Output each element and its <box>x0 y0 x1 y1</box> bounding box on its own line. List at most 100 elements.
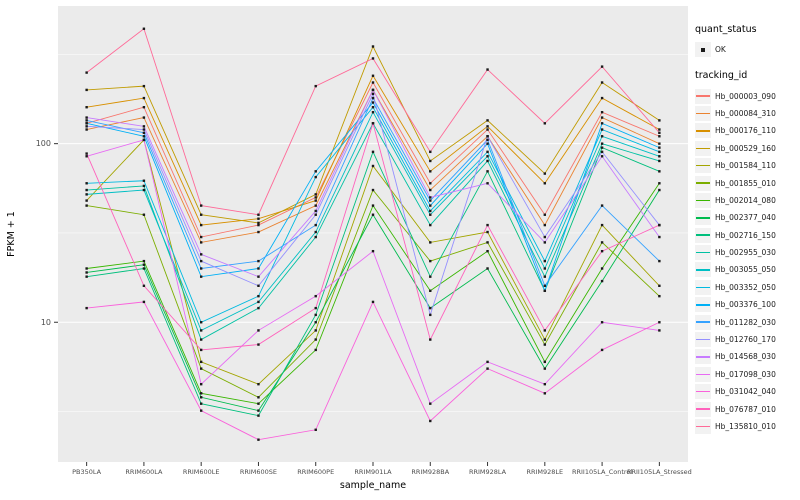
data-point <box>257 275 260 278</box>
legend-label: Hb_017098_030 <box>715 369 776 379</box>
data-point <box>371 249 375 253</box>
data-point <box>142 188 146 192</box>
data-point <box>543 241 547 244</box>
data-point <box>600 279 604 283</box>
legend-block-quant-status: quant_status OK <box>695 24 799 58</box>
line-glyph-icon <box>696 95 710 97</box>
line-glyph-icon <box>696 199 710 202</box>
data-point <box>486 68 489 71</box>
data-point <box>257 284 260 287</box>
line-key-icon <box>695 332 711 348</box>
data-point <box>429 338 432 341</box>
data-point <box>600 204 604 207</box>
data-point <box>600 116 604 119</box>
data-point <box>199 241 203 244</box>
data-point <box>199 275 203 278</box>
x-tick-label: RRIM928LE <box>526 468 563 476</box>
data-point <box>543 182 547 185</box>
data-point <box>314 193 317 196</box>
data-point <box>429 159 432 163</box>
tracking-legend-list: Hb_000003_090 Hb_000084_310 Hb_000176_110 H… <box>695 87 799 435</box>
data-point <box>199 360 203 364</box>
data-point <box>600 267 604 270</box>
data-point <box>543 284 547 287</box>
line-key-icon <box>695 384 711 400</box>
data-point <box>600 96 604 100</box>
data-point <box>142 300 146 304</box>
data-point <box>199 267 203 270</box>
line-glyph-icon <box>696 217 710 219</box>
line-key-icon <box>695 262 711 278</box>
data-point <box>658 135 661 138</box>
data-point <box>658 142 661 145</box>
data-point <box>314 213 317 216</box>
data-point <box>257 300 260 304</box>
legend-label: Hb_001855_010 <box>715 178 776 188</box>
legend-label: Hb_002377_040 <box>715 213 776 223</box>
legend-label: Hb_003055_050 <box>715 265 776 275</box>
x-tick-label: RRIM600SE <box>240 468 277 476</box>
legend-item-Hb_002377_040: Hb_002377_040 <box>695 209 799 226</box>
data-point <box>257 329 260 332</box>
data-point <box>371 106 375 109</box>
data-point <box>486 128 489 131</box>
data-point <box>199 367 203 370</box>
data-point <box>85 182 88 185</box>
data-point <box>85 128 88 131</box>
data-point <box>371 204 375 207</box>
legend-item-Hb_014568_030: Hb_014568_030 <box>695 348 799 365</box>
data-point <box>543 338 547 341</box>
data-point <box>658 294 661 298</box>
legend-item-Hb_031042_040: Hb_031042_040 <box>695 383 799 400</box>
line-glyph-icon <box>696 408 710 410</box>
data-point <box>85 88 88 92</box>
data-point <box>314 321 317 324</box>
data-point <box>199 338 203 341</box>
data-point <box>257 267 260 270</box>
legend: quant_status OK tracking_id Hb_000003_09… <box>695 24 799 447</box>
data-point <box>142 259 146 263</box>
data-point <box>85 106 88 109</box>
data-point <box>371 45 375 48</box>
data-point <box>314 348 317 352</box>
data-point <box>486 119 489 122</box>
data-point <box>85 193 88 196</box>
legend-item-Hb_135810_010: Hb_135810_010 <box>695 418 799 435</box>
y-tick-label: 10 <box>41 318 51 327</box>
data-point <box>658 182 661 185</box>
data-point <box>85 152 88 155</box>
data-point <box>142 27 146 30</box>
legend-item-Hb_011282_030: Hb_011282_030 <box>695 313 799 330</box>
data-point <box>429 213 432 216</box>
legend-item-ok: OK <box>695 41 799 58</box>
legend-item-Hb_002716_150: Hb_002716_150 <box>695 227 799 244</box>
data-point <box>543 329 547 332</box>
data-point <box>314 313 317 317</box>
data-point <box>658 146 661 149</box>
legend-item-Hb_000529_160: Hb_000529_160 <box>695 140 799 157</box>
data-point <box>314 223 317 227</box>
data-point <box>429 204 432 207</box>
data-point <box>142 267 146 270</box>
data-point <box>543 289 547 293</box>
data-point <box>257 402 260 405</box>
data-point <box>486 182 489 185</box>
data-point <box>314 199 317 202</box>
line-glyph-icon <box>696 130 710 132</box>
data-point <box>314 294 317 298</box>
data-point <box>658 155 661 158</box>
legend-item-Hb_012760_170: Hb_012760_170 <box>695 331 799 348</box>
legend-label: Hb_003352_050 <box>715 282 776 292</box>
data-point <box>600 128 604 131</box>
data-point <box>600 142 604 145</box>
line-key-icon <box>695 297 711 313</box>
legend-label: Hb_002955_030 <box>715 248 776 258</box>
data-point <box>543 392 547 395</box>
line-key-icon <box>695 210 711 226</box>
line-glyph-icon <box>696 182 710 184</box>
data-point <box>142 179 146 182</box>
legend-item-Hb_003376_100: Hb_003376_100 <box>695 296 799 313</box>
legend-label: Hb_003376_100 <box>715 300 776 310</box>
data-point <box>486 170 489 173</box>
data-point <box>199 235 203 239</box>
